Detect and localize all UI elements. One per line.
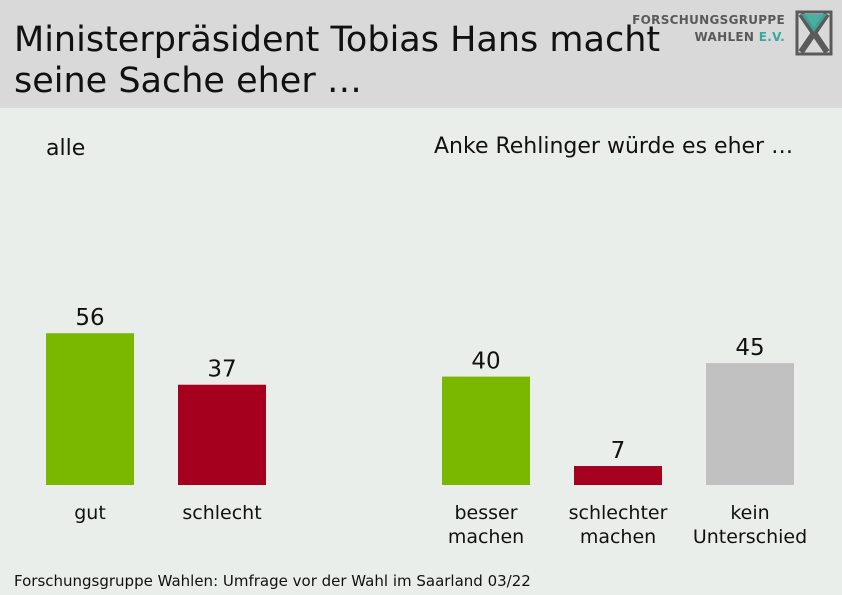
bar-rehlinger-1 (442, 376, 530, 485)
bar-all-1 (46, 333, 134, 485)
bar-chart: 56gut37schlecht40bessermachen7schlechter… (46, 305, 807, 548)
category-label-rehlinger-1-line-1: besser (454, 502, 517, 524)
panel-title-all: alle (46, 136, 86, 161)
category-label-all-1-line-1: gut (74, 502, 106, 524)
page-title: Ministerpräsident Tobias Hans macht sein… (14, 20, 674, 102)
ballot-cross-icon (795, 10, 833, 56)
logo-text: FORSCHUNGSGRUPPE WAHLEN E.V. (632, 12, 785, 46)
bar-all-2 (178, 384, 266, 485)
logo-line-2-main: WAHLEN (694, 30, 755, 44)
value-label-rehlinger-2: 7 (611, 438, 626, 464)
bar-rehlinger-3 (706, 363, 794, 485)
category-label-rehlinger-2-line-2: machen (580, 526, 656, 548)
title-line-2: seine Sache eher … (14, 61, 362, 101)
logo-line-2-accent: E.V. (758, 30, 785, 44)
logo-line-1: FORSCHUNGSGRUPPE (632, 13, 785, 27)
category-label-rehlinger-2-line-1: schlechter (569, 502, 668, 524)
title-line-1: Ministerpräsident Tobias Hans macht (14, 20, 661, 60)
source-note: Forschungsgruppe Wahlen: Umfrage vor der… (14, 572, 531, 590)
value-label-all-1: 56 (75, 305, 104, 331)
category-label-rehlinger-1-line-2: machen (448, 526, 524, 548)
header-band: Ministerpräsident Tobias Hans macht sein… (0, 0, 842, 108)
logo-line-2: WAHLEN E.V. (632, 29, 785, 46)
category-label-rehlinger-3-line-1: kein (730, 502, 769, 524)
value-label-all-2: 37 (207, 357, 236, 383)
value-label-rehlinger-3: 45 (735, 335, 764, 361)
category-label-rehlinger-3-line-2: Unterschied (693, 526, 807, 548)
panel-title-rehlinger: Anke Rehlinger würde es eher … (434, 134, 794, 159)
value-label-rehlinger-1: 40 (471, 349, 500, 375)
bar-rehlinger-2 (574, 466, 662, 485)
category-label-all-2-line-1: schlecht (182, 502, 261, 524)
fgw-logo: FORSCHUNGSGRUPPE WAHLEN E.V. (632, 10, 837, 56)
